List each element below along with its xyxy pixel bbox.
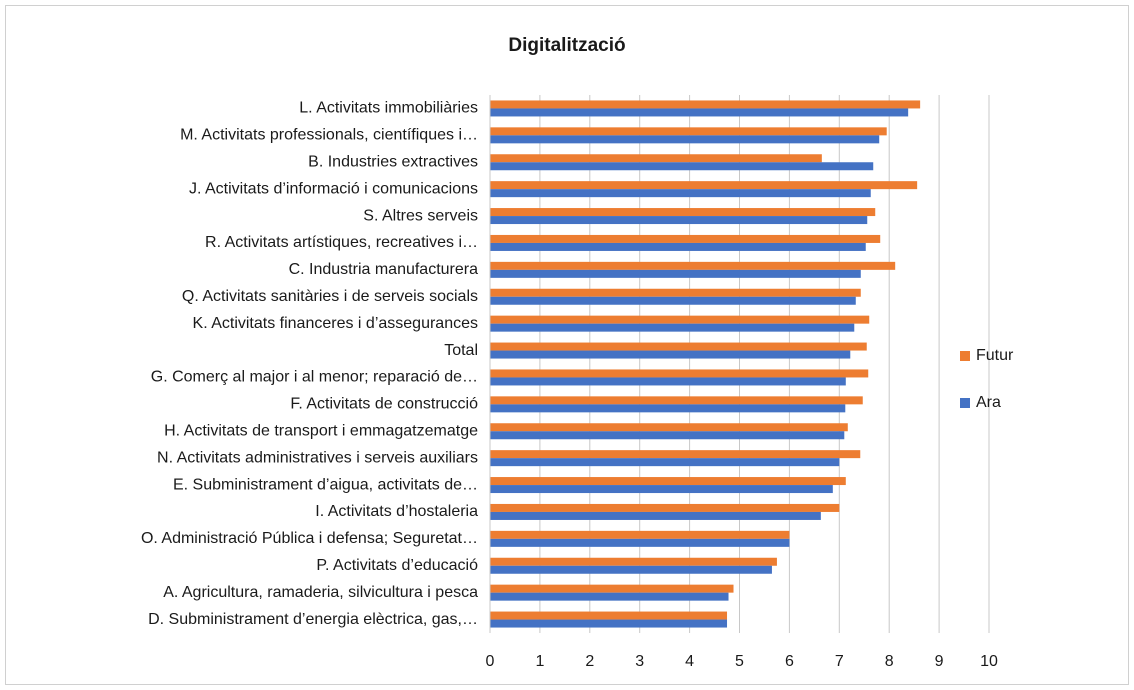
bar: [490, 269, 861, 278]
bar: [490, 135, 880, 144]
bar: [490, 189, 871, 198]
x-tick-label: 4: [685, 653, 694, 670]
bar: [490, 323, 855, 332]
x-tick-label: 10: [980, 653, 998, 670]
bar: [490, 423, 848, 432]
x-tick-label: 0: [486, 653, 495, 670]
y-tick-label: S. Altres serveis: [363, 207, 478, 224]
y-tick-label: F. Activitats de construcció: [290, 396, 478, 413]
bar: [490, 431, 845, 440]
bar: [490, 162, 874, 171]
x-tick-label: 1: [535, 653, 544, 670]
y-tick-label: Q. Activitats sanitàries i de serveis so…: [182, 288, 478, 305]
bar: [490, 216, 868, 225]
y-tick-label: K. Activitats financeres i d’assegurance…: [193, 315, 478, 332]
bar: [490, 181, 918, 190]
bar: [490, 511, 821, 520]
bar: [490, 108, 909, 117]
y-tick-label: I. Activitats d’hostaleria: [315, 503, 478, 520]
bar: [490, 592, 729, 601]
bar: [490, 208, 876, 217]
y-tick-label: C. Industria manufacturera: [289, 261, 479, 278]
bar: [490, 100, 921, 109]
x-tick-label: 6: [785, 653, 794, 670]
bar: [490, 611, 728, 620]
bar: [490, 242, 866, 251]
bar: [490, 350, 851, 359]
bar: [490, 396, 863, 405]
bar: [490, 450, 861, 459]
bar: [490, 557, 777, 566]
y-tick-label: H. Activitats de transport i emmagatzema…: [164, 422, 478, 439]
y-tick-label: J. Activitats d’informació i comunicacio…: [189, 180, 478, 197]
bar: [490, 377, 846, 386]
bar: [490, 503, 840, 512]
bar: [490, 477, 846, 486]
bar: [490, 154, 822, 163]
bar: [490, 565, 772, 574]
y-tick-label: L. Activitats immobiliàries: [299, 100, 478, 117]
y-tick-label: O. Administració Pública i defensa; Segu…: [141, 530, 478, 547]
x-tick-label: 8: [885, 653, 894, 670]
legend-label: Futur: [976, 347, 1014, 364]
y-tick-label: G. Comerç al major i al menor; reparació…: [151, 369, 478, 386]
legend-swatch: [960, 351, 970, 361]
x-tick-label: 5: [735, 653, 744, 670]
legend-label: Ara: [976, 394, 1001, 411]
y-tick-label: R. Activitats artístiques, recreatives i…: [205, 234, 478, 251]
y-tick-label: P. Activitats d’educació: [316, 557, 478, 574]
y-tick-label: Total: [444, 342, 478, 359]
bar: [490, 127, 887, 136]
y-tick-label: A. Agricultura, ramaderia, silvicultura …: [163, 584, 478, 601]
bar: [490, 315, 870, 324]
bar: [490, 369, 869, 378]
y-tick-label: N. Activitats administratives i serveis …: [157, 449, 478, 466]
bar: [490, 584, 734, 593]
bar: [490, 404, 846, 413]
bar: [490, 296, 856, 305]
bar: [490, 288, 861, 297]
x-tick-label: 9: [935, 653, 944, 670]
bar: [490, 619, 728, 628]
bar: [490, 530, 790, 539]
bar: [490, 485, 833, 494]
bar: [490, 538, 790, 547]
y-tick-label: M. Activitats professionals, científique…: [180, 127, 478, 144]
bar: [490, 261, 896, 270]
legend-swatch: [960, 398, 970, 408]
x-tick-label: 3: [635, 653, 644, 670]
bar: [490, 342, 867, 351]
x-tick-label: 7: [835, 653, 844, 670]
chart-title: Digitalització: [508, 35, 625, 56]
bar: [490, 458, 840, 467]
y-tick-label: D. Subministrament d’energia elèctrica, …: [148, 611, 478, 628]
bar: [490, 234, 881, 243]
y-tick-label: B. Industries extractives: [308, 153, 478, 170]
x-tick-label: 2: [585, 653, 594, 670]
y-tick-label: E. Subministrament d’aigua, activitats d…: [173, 476, 478, 493]
